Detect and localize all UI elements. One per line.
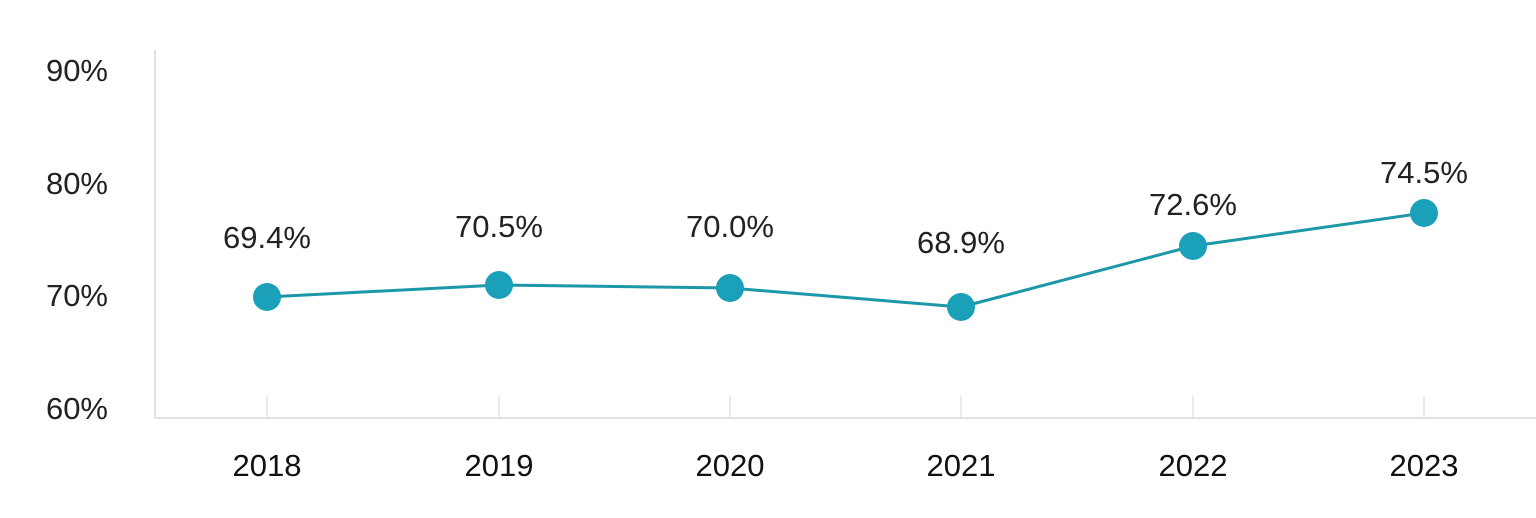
data-label: 70.0% [686, 209, 774, 244]
x-tick-label: 2019 [465, 448, 534, 483]
y-axis-tick-labels: 90% 80% 70% 60% [46, 53, 108, 426]
x-tick-label: 2018 [233, 448, 302, 483]
x-axis-tick-labels: 2018 2019 2020 2021 2022 2023 [233, 448, 1459, 483]
data-point-marker[interactable] [1179, 232, 1207, 260]
y-tick-label: 90% [46, 53, 108, 88]
y-tick-label: 70% [46, 278, 108, 313]
data-point-marker[interactable] [716, 274, 744, 302]
data-point-marker[interactable] [485, 271, 513, 299]
data-label: 68.9% [917, 225, 1005, 260]
x-tick-label: 2023 [1390, 448, 1459, 483]
data-point-marker[interactable] [253, 283, 281, 311]
data-labels: 69.4% 70.5% 70.0% 68.9% 72.6% 74.5% [223, 155, 1468, 260]
data-point-marker[interactable] [1410, 199, 1438, 227]
data-point-marker[interactable] [947, 293, 975, 321]
data-label: 69.4% [223, 220, 311, 255]
series-line [253, 199, 1438, 321]
series-path [266, 211, 1425, 309]
x-tick-label: 2022 [1159, 448, 1228, 483]
data-label: 72.6% [1149, 187, 1237, 222]
x-tick-label: 2020 [696, 448, 765, 483]
y-tick-label: 80% [46, 166, 108, 201]
axes [154, 50, 1536, 419]
x-tick-label: 2021 [927, 448, 996, 483]
y-tick-label: 60% [46, 391, 108, 426]
data-label: 70.5% [455, 209, 543, 244]
data-label: 74.5% [1380, 155, 1468, 190]
